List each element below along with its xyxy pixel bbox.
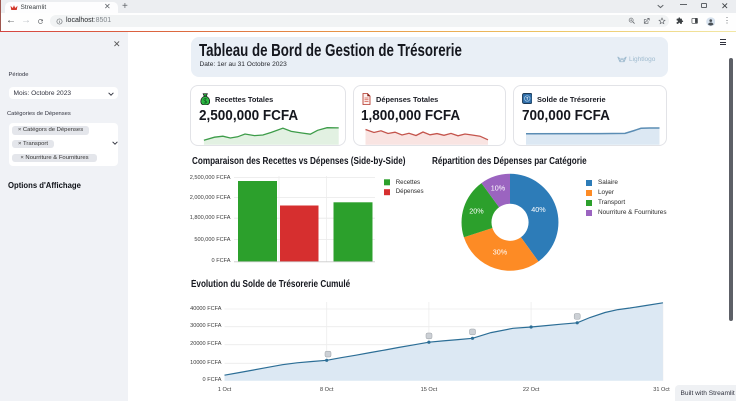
svg-text:20%: 20% bbox=[469, 207, 484, 216]
svg-text:30%: 30% bbox=[493, 248, 508, 257]
svg-text:10%: 10% bbox=[491, 184, 506, 193]
svg-text:40%: 40% bbox=[531, 205, 546, 214]
